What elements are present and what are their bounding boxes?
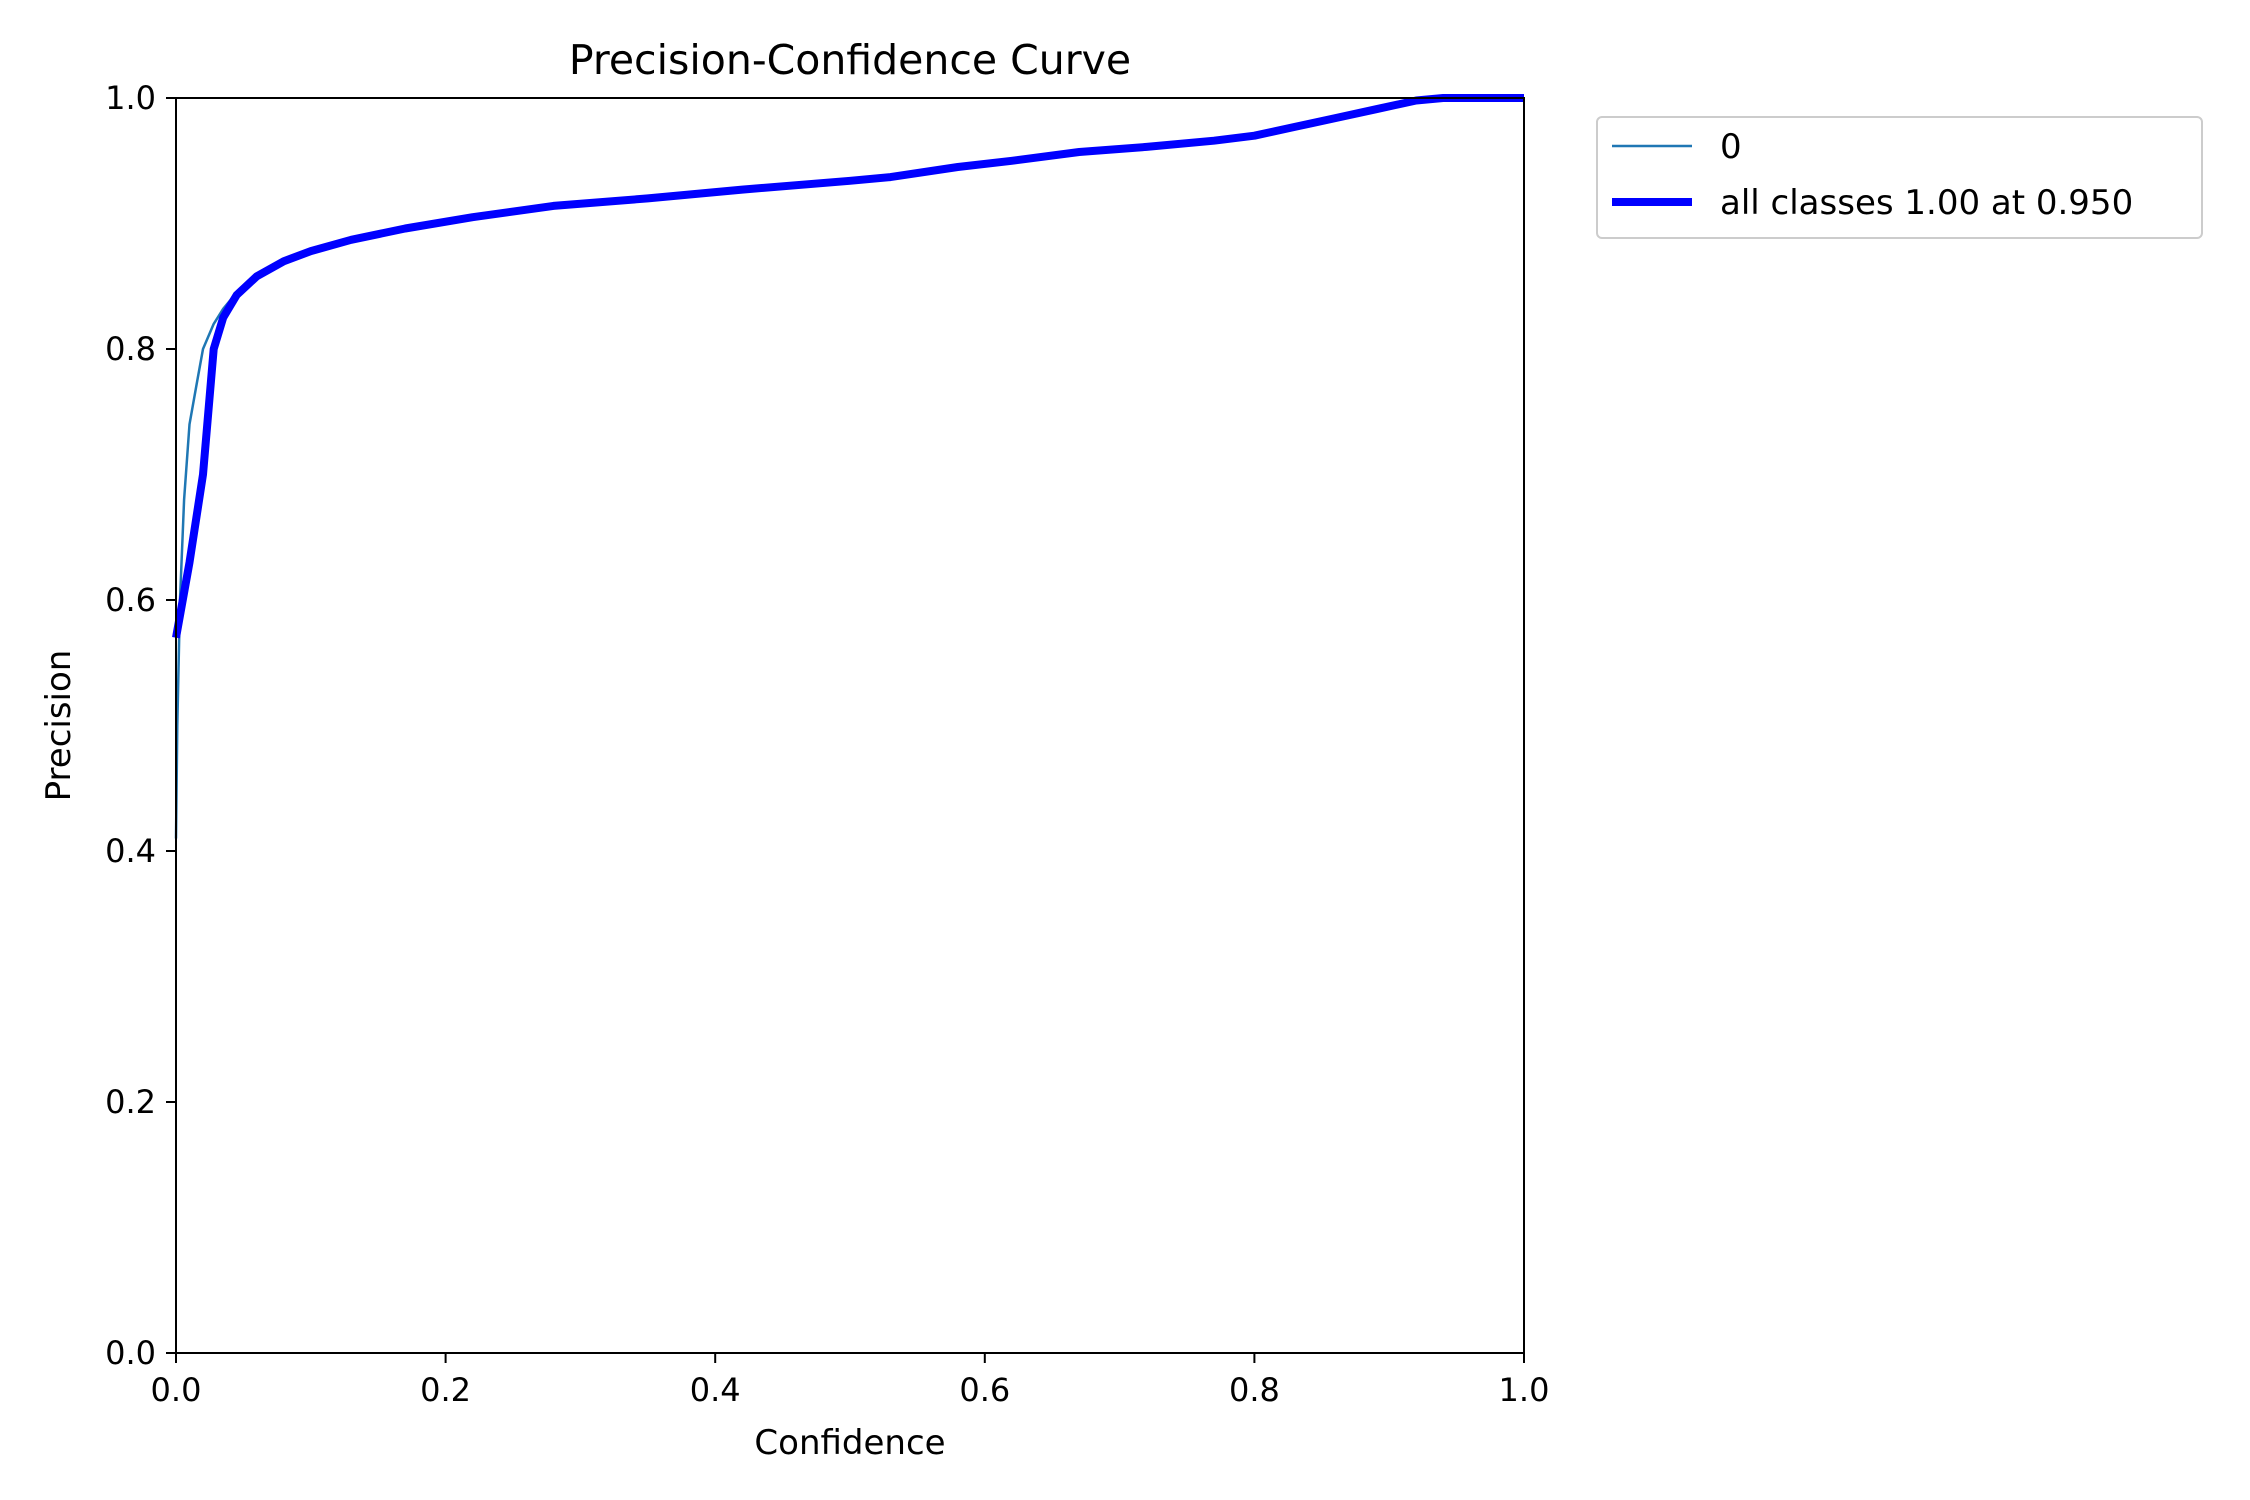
x-tick-label: 0.2 xyxy=(420,1371,471,1409)
x-tick-label: 1.0 xyxy=(1499,1371,1550,1409)
y-axis-label: Precision xyxy=(39,650,79,802)
x-axis: 0.0 0.2 0.4 0.6 0.8 1.0 xyxy=(151,1353,1550,1409)
y-axis: 0.0 0.2 0.4 0.6 0.8 1.0 xyxy=(105,79,176,1372)
y-tick-label: 0.0 xyxy=(105,1334,156,1372)
y-tick-label: 0.8 xyxy=(105,330,156,368)
x-tick-label: 0.4 xyxy=(690,1371,741,1409)
x-axis-label: Confidence xyxy=(754,1423,945,1463)
legend: 0 all classes 1.00 at 0.950 xyxy=(1596,116,2203,239)
x-tick-label: 0.0 xyxy=(151,1371,202,1409)
series-line-1 xyxy=(172,94,1524,639)
legend-label-0: 0 xyxy=(1720,127,1742,167)
legend-label-1: all classes 1.00 at 0.950 xyxy=(1720,183,2133,223)
legend-box xyxy=(1596,116,2203,239)
y-tick-label: 0.2 xyxy=(105,1083,156,1121)
y-tick-label: 0.4 xyxy=(105,832,156,870)
plot-frame xyxy=(175,97,1525,1354)
chart-title: Precision-Confidence Curve xyxy=(569,36,1131,84)
x-tick-label: 0.6 xyxy=(959,1371,1010,1409)
plot-lines xyxy=(172,94,1524,839)
x-tick-label: 0.8 xyxy=(1229,1371,1280,1409)
y-tick-label: 1.0 xyxy=(105,79,156,117)
y-tick-label: 0.6 xyxy=(105,581,156,619)
